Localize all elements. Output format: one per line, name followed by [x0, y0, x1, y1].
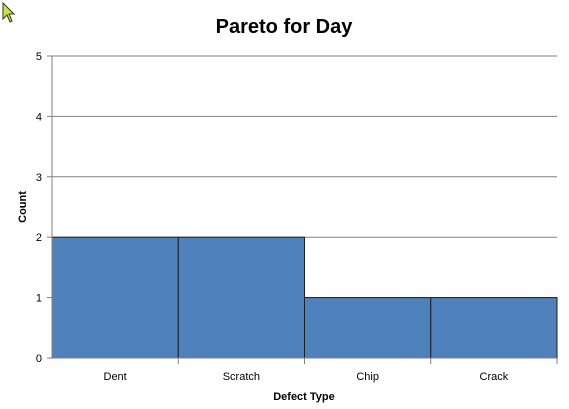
y-tick-label: 1: [36, 293, 42, 305]
bar-chip: [304, 297, 432, 359]
axes: [51, 56, 557, 359]
y-tick-label: 3: [36, 172, 42, 184]
cursor-arrow-icon: [2, 2, 16, 23]
x-axis-title: Defect Type: [273, 391, 335, 403]
bar-dent: [51, 236, 179, 359]
y-tick-labels: 0 1 2 3 4 5: [36, 51, 42, 365]
y-axis-title: Count: [17, 191, 29, 223]
y-tick-label: 2: [36, 232, 42, 244]
y-tick-label: 5: [36, 51, 42, 63]
bars: [51, 236, 558, 359]
bar-crack: [430, 297, 558, 359]
x-tick-label: Crack: [480, 371, 509, 383]
x-tick-label: Dent: [104, 371, 127, 383]
bar-scratch: [177, 236, 305, 359]
x-tick-label: Chip: [356, 371, 379, 383]
x-tick-labels: Dent Scratch Chip Crack: [104, 371, 509, 383]
y-tick-label: 0: [36, 353, 42, 365]
x-tick-label: Scratch: [223, 371, 260, 383]
y-tick-label: 4: [36, 111, 42, 123]
chart-title: Pareto for Day: [216, 16, 354, 38]
